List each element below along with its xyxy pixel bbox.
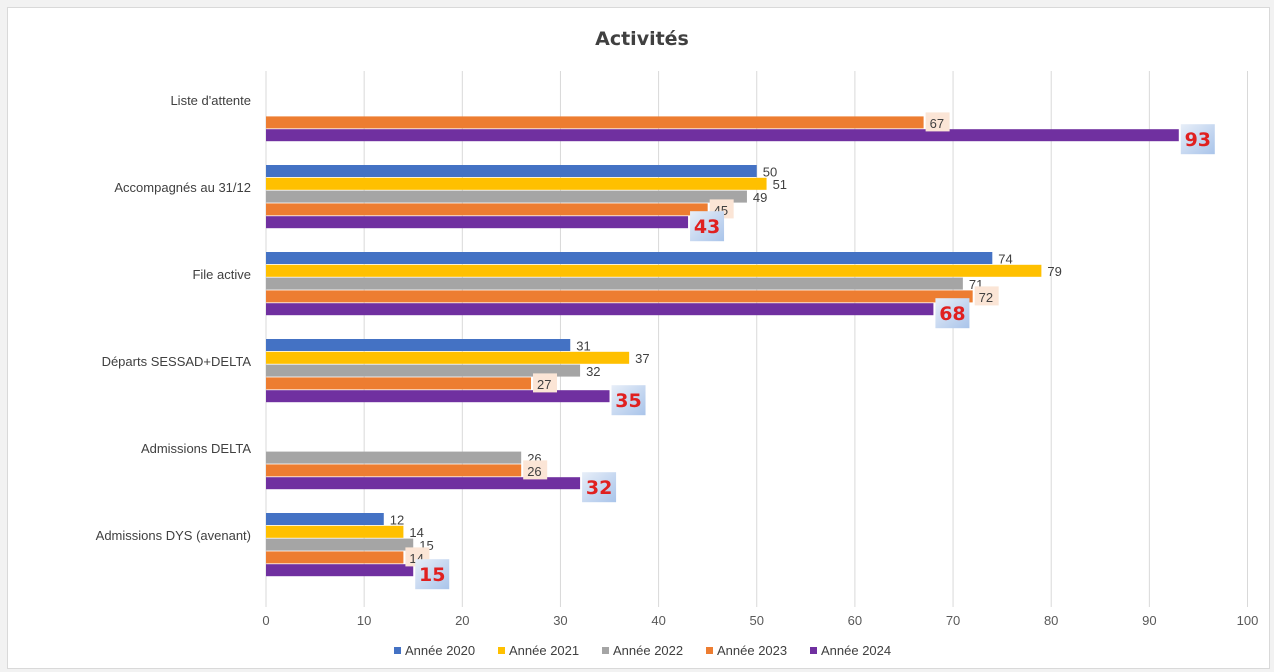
chart-title: Activités — [595, 28, 689, 50]
data-label: 50 — [763, 164, 777, 179]
legend-label: Année 2021 — [509, 643, 579, 658]
bar — [266, 165, 757, 177]
data-label-highlight-box — [1180, 124, 1215, 155]
bar — [266, 551, 404, 564]
data-label: 49 — [753, 190, 767, 205]
legend: Année 2020 Année 2021 Année 2022 Année 2023… — [394, 643, 891, 658]
bar — [266, 364, 581, 377]
category-label: Départs SESSAD+DELTA — [102, 354, 252, 369]
x-tick-label: 30 — [553, 613, 567, 628]
bar — [266, 264, 1042, 277]
x-tick-label: 40 — [651, 613, 665, 628]
bar — [266, 525, 404, 538]
data-label: 43 — [694, 216, 720, 238]
x-tick-label: 0 — [262, 613, 269, 628]
x-tick-label: 50 — [750, 613, 764, 628]
data-label-box — [533, 373, 558, 393]
legend-label: Année 2020 — [405, 643, 475, 658]
bar — [266, 203, 708, 216]
bar — [266, 277, 963, 290]
legend-label: Année 2022 — [613, 643, 683, 658]
data-label: 26 — [527, 464, 541, 479]
x-tick-label: 100 — [1237, 613, 1259, 628]
data-label: 37 — [635, 351, 649, 366]
data-label-highlight-box — [582, 472, 617, 503]
bar — [266, 252, 993, 264]
legend-swatch — [602, 647, 609, 654]
gridlines — [265, 71, 1248, 607]
data-label: 79 — [1047, 264, 1061, 279]
bar — [266, 177, 767, 190]
bar — [266, 564, 414, 577]
legend-swatch — [394, 647, 401, 654]
bar — [266, 116, 924, 129]
category-label: Liste d'attente — [170, 93, 251, 108]
legend-swatch — [810, 647, 817, 654]
data-label-highlight-box — [611, 385, 646, 416]
bar — [266, 290, 973, 303]
data-label: 93 — [1185, 129, 1211, 151]
data-label: 32 — [586, 364, 600, 379]
x-axis-ticks: 0 10 20 30 40 50 60 70 80 90 100 — [262, 613, 1258, 628]
data-label: 14 — [409, 525, 423, 540]
data-label: 68 — [939, 303, 965, 325]
bar — [266, 339, 571, 351]
data-label-box — [523, 460, 548, 480]
bars — [266, 116, 1179, 577]
category-label: Accompagnés au 31/12 — [114, 180, 251, 195]
category-label: File active — [192, 267, 251, 282]
category-label: Admissions DYS (avenant) — [96, 528, 251, 543]
bar — [266, 451, 522, 464]
x-tick-label: 70 — [946, 613, 960, 628]
activities-bar-chart: Activités 0 10 20 30 40 50 60 70 80 90 100 Liste d… — [96, 28, 1259, 658]
bar — [266, 464, 522, 477]
data-label-highlight-box — [415, 559, 450, 590]
bar — [266, 513, 384, 525]
category-labels: Liste d'attente Accompagnés au 31/12 File … — [96, 93, 252, 543]
data-label: 12 — [390, 512, 404, 527]
bar — [266, 477, 581, 490]
bar — [266, 303, 934, 316]
legend-swatch — [498, 647, 505, 654]
bar — [266, 129, 1179, 142]
x-tick-label: 10 — [357, 613, 371, 628]
data-label: 72 — [979, 290, 993, 305]
data-label: 32 — [586, 477, 612, 499]
x-tick-label: 90 — [1142, 613, 1156, 628]
data-label: 74 — [998, 251, 1012, 266]
data-label: 15 — [419, 564, 445, 586]
data-label: 51 — [773, 177, 787, 192]
x-tick-label: 80 — [1044, 613, 1058, 628]
data-label: 31 — [576, 338, 590, 353]
data-label-highlight-box — [935, 298, 970, 329]
bar — [266, 190, 747, 203]
data-label: 35 — [615, 390, 641, 412]
bar — [266, 538, 414, 551]
bar — [266, 390, 610, 403]
legend-label: Année 2023 — [717, 643, 787, 658]
bar — [266, 351, 630, 364]
data-label-highlight-box — [690, 211, 725, 242]
data-label-box — [925, 112, 950, 132]
legend-label: Année 2024 — [821, 643, 891, 658]
data-label: 27 — [537, 377, 551, 392]
data-labels: 6793505149454374797172683137322735262632… — [390, 112, 1215, 590]
bar — [266, 377, 532, 390]
chart-frame: Activités 0 10 20 30 40 50 60 70 80 90 100 Liste d… — [7, 7, 1270, 669]
x-tick-label: 60 — [848, 613, 862, 628]
x-tick-label: 20 — [455, 613, 469, 628]
category-label: Admissions DELTA — [141, 441, 251, 456]
data-label-box — [974, 286, 999, 306]
legend-swatch — [706, 647, 713, 654]
bar — [266, 216, 689, 229]
data-label: 67 — [930, 116, 944, 131]
